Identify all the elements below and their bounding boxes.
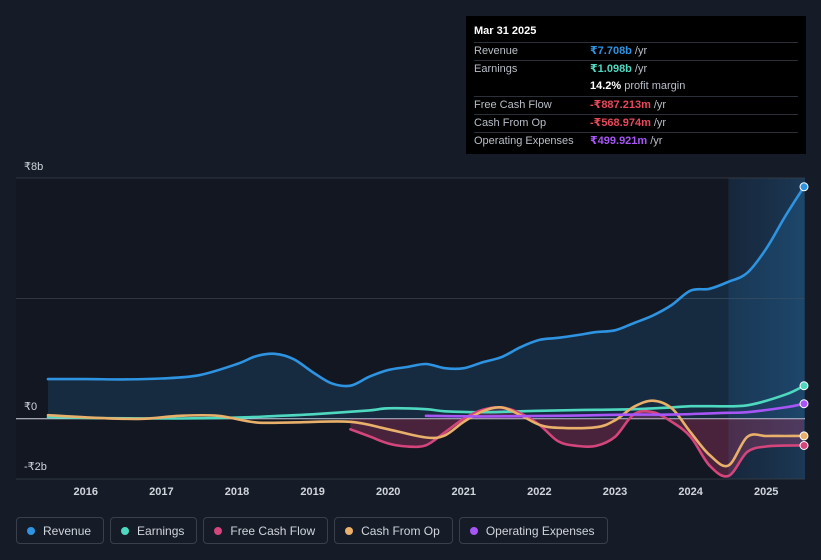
legend: Revenue Earnings Free Cash Flow Cash From O… — [16, 517, 608, 544]
tooltip-row-value: ₹499.921m — [590, 134, 648, 147]
tooltip-row-unit: /yr — [653, 98, 667, 111]
tooltip-row-value: -₹568.974m — [590, 116, 651, 129]
legend-label: Revenue — [43, 523, 92, 538]
tooltip-row-unit: /yr — [650, 134, 663, 147]
legend-dot-icon — [27, 526, 35, 535]
tooltip-panel: Mar 31 2025 Revenue ₹7.708b/yr Earnings ₹1.… — [466, 16, 806, 154]
y-axis-zero-label: ₹0 — [24, 401, 37, 413]
tooltip-row: 14.2% profit margin — [474, 78, 798, 95]
free-cash-flow-area — [350, 407, 804, 477]
tooltip-row-value: ₹1.098b — [590, 63, 632, 76]
legend-label: Free Cash Flow — [230, 523, 316, 538]
tooltip-row-value: 14.2% — [590, 80, 622, 93]
operating-expenses-line — [424, 402, 806, 418]
x-tick-2021: 2021 — [452, 486, 476, 498]
x-tick-2025: 2025 — [754, 486, 778, 498]
grid-lines — [16, 177, 805, 480]
x-tick-2020: 2020 — [376, 486, 400, 498]
tooltip-date: Mar 31 2025 — [474, 25, 537, 37]
tooltip-row: Earnings ₹1.098b/yr — [474, 60, 798, 78]
tooltip-row-unit: /yr — [653, 116, 667, 129]
series-fills — [48, 186, 804, 477]
x-tick-2022: 2022 — [527, 486, 551, 498]
tooltip-row: Operating Expenses ₹499.921m/yr — [474, 131, 798, 150]
tooltip-row-value: -₹887.213m — [590, 98, 651, 111]
tooltip-row-label: Free Cash Flow — [474, 98, 552, 111]
tooltip-row-unit: profit margin — [624, 80, 686, 93]
revenue-end-dot — [799, 182, 809, 192]
legend-dot-icon — [121, 526, 130, 535]
y-axis-top-label: ₹8b — [24, 161, 43, 173]
tooltip-row-label — [474, 78, 590, 95]
tooltip-row: Free Cash Flow -₹887.213m/yr — [474, 95, 798, 114]
legend-item-revenue[interactable]: Revenue — [16, 517, 105, 544]
x-tick-2017: 2017 — [149, 486, 173, 498]
tooltip-rows: Revenue ₹7.708b/yr Earnings ₹1.098b/yr 14.2%… — [474, 42, 798, 150]
cash-from-op-end-dot — [799, 431, 809, 441]
tooltip-row-label: Operating Expenses — [474, 134, 574, 147]
tooltip-row-label: Earnings — [474, 63, 518, 76]
legend-dot-icon — [214, 526, 223, 535]
legend-item-earnings[interactable]: Earnings — [110, 517, 198, 544]
legend-label: Cash From Op — [361, 523, 440, 538]
series-end-markers — [799, 182, 809, 450]
legend-item-cash-from-op[interactable]: Cash From Op — [334, 517, 453, 544]
revenue-line — [46, 185, 806, 388]
tooltip-row-value: ₹7.708b — [590, 45, 632, 57]
x-tick-2019: 2019 — [300, 486, 324, 498]
legend-dot-icon — [345, 526, 354, 535]
tooltip-row: Revenue ₹7.708b/yr — [474, 42, 798, 60]
chart-area: ₹8b ₹0 -₹2b 2016 2017 2018 2019 2020 2021 2022… — [16, 161, 809, 498]
free-cash-flow-end-dot — [799, 440, 809, 450]
legend-label: Operating Expenses — [485, 523, 595, 538]
revenue-area — [48, 186, 804, 419]
tooltip-row-label: Revenue — [474, 45, 519, 57]
free-cash-flow-line — [349, 405, 806, 478]
x-tick-2016: 2016 — [74, 486, 98, 498]
legend-item-free-cash-flow[interactable]: Free Cash Flow — [203, 517, 329, 544]
x-tick-2018: 2018 — [225, 486, 249, 498]
recent-period-shade — [728, 178, 805, 479]
tooltip-row-unit: /yr — [634, 63, 648, 76]
operating-expenses-end-dot — [799, 399, 809, 409]
y-axis-bottom-label: -₹2b — [24, 461, 47, 473]
x-tick-2024: 2024 — [678, 486, 703, 498]
plot-background — [16, 178, 805, 479]
legend-item-operating-expenses[interactable]: Operating Expenses — [458, 517, 608, 544]
legend-label: Earnings — [137, 523, 185, 538]
earnings-end-dot — [799, 381, 809, 391]
tooltip-row-unit: /yr — [634, 45, 648, 57]
x-tick-2023: 2023 — [603, 486, 627, 498]
tooltip-row-label: Cash From Op — [474, 116, 547, 129]
series-lines — [46, 185, 806, 478]
x-axis-ticks: 2016 2017 2018 2019 2020 2021 2022 2023 2024 2025 — [74, 486, 779, 498]
legend-dot-icon — [469, 526, 478, 535]
tooltip-row: Cash From Op -₹568.974m/yr — [474, 113, 798, 132]
